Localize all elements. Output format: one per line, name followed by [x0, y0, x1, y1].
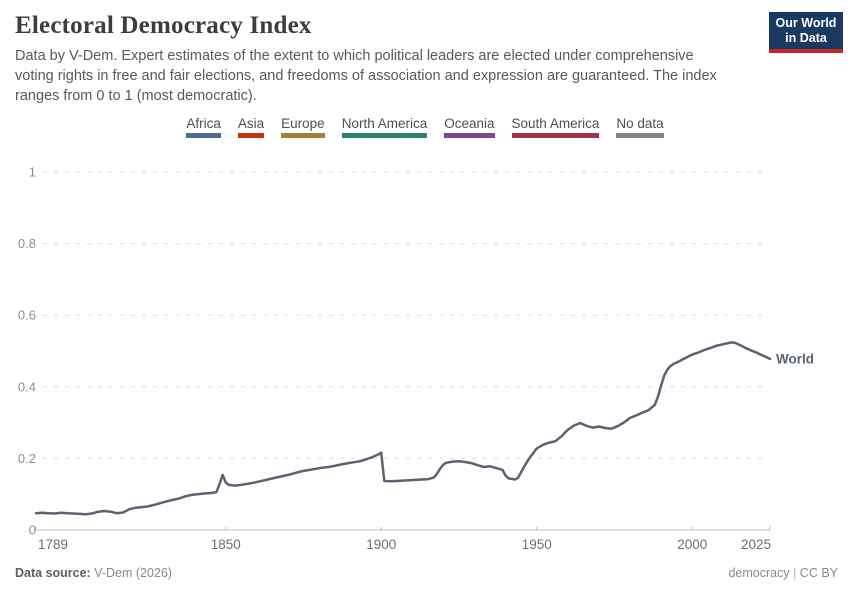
legend-label: North America	[341, 116, 428, 131]
legend-item-north-america[interactable]: North America	[341, 116, 428, 138]
legend-item-oceania[interactable]: Oceania	[444, 116, 495, 138]
y-axis-tick-label: 0.6	[18, 308, 36, 323]
legend-item-no-data[interactable]: No data	[616, 116, 664, 138]
license-link[interactable]: CC BY	[799, 566, 838, 580]
legend-color-bar	[341, 133, 428, 138]
chart-slug: democracy	[728, 566, 790, 580]
page-title: Electoral Democracy Index	[15, 12, 312, 39]
legend-item-africa[interactable]: Africa	[186, 116, 221, 138]
legend-color-bar	[281, 133, 325, 138]
legend-label: Europe	[281, 116, 325, 131]
footer-separator: |	[789, 566, 800, 580]
legend-color-bar	[237, 133, 265, 138]
chart-legend: Africa Asia Europe North America Oceania…	[0, 116, 850, 138]
x-axis-tick-label: 1950	[522, 537, 552, 552]
legend-item-europe[interactable]: Europe	[281, 116, 325, 138]
y-axis-tick-label: 0	[29, 523, 36, 538]
y-axis-tick-label: 0.8	[18, 236, 36, 251]
owid-logo[interactable]: Our World in Data	[769, 12, 843, 53]
x-axis-tick-label: 1850	[211, 537, 241, 552]
data-source-value: V-Dem (2026)	[90, 566, 173, 580]
legend-color-bar	[444, 133, 495, 138]
owid-logo-line2: in Data	[785, 31, 827, 45]
y-axis-tick-label: 1	[29, 165, 36, 180]
data-source-label: Data source:	[15, 566, 91, 580]
world-line[interactable]	[34, 341, 772, 516]
legend-label: Asia	[237, 116, 265, 131]
legend-label: No data	[616, 116, 664, 131]
series-end-label: World	[776, 351, 814, 366]
legend-label: Africa	[186, 116, 221, 131]
x-axis-line	[35, 526, 771, 531]
chart-subtitle: Data by V-Dem. Expert estimates of the e…	[15, 48, 717, 104]
legend-label: Oceania	[444, 116, 495, 131]
legend-color-bar	[616, 133, 664, 138]
data-source: Data source: V-Dem (2026)	[15, 566, 172, 580]
chart-footer: Data source: V-Dem (2026) democracy | CC…	[15, 566, 838, 580]
y-axis-tick-label: 0.4	[18, 379, 36, 394]
x-axis-tick-label: 1789	[38, 537, 68, 552]
owid-logo-line1: Our World	[775, 16, 837, 30]
legend-item-south-america[interactable]: South America	[511, 116, 600, 138]
x-axis-tick-label: 1900	[366, 537, 396, 552]
y-axis-tick-label: 0.2	[18, 451, 36, 466]
footer-right: democracy | CC BY	[728, 566, 838, 580]
legend-color-bar	[511, 133, 600, 138]
x-axis-tick-label: 2000	[677, 537, 707, 552]
x-axis-tick-label: 2025	[741, 537, 771, 552]
legend-item-asia[interactable]: Asia	[237, 116, 265, 138]
legend-color-bar	[186, 133, 221, 138]
legend-label: South America	[511, 116, 600, 131]
